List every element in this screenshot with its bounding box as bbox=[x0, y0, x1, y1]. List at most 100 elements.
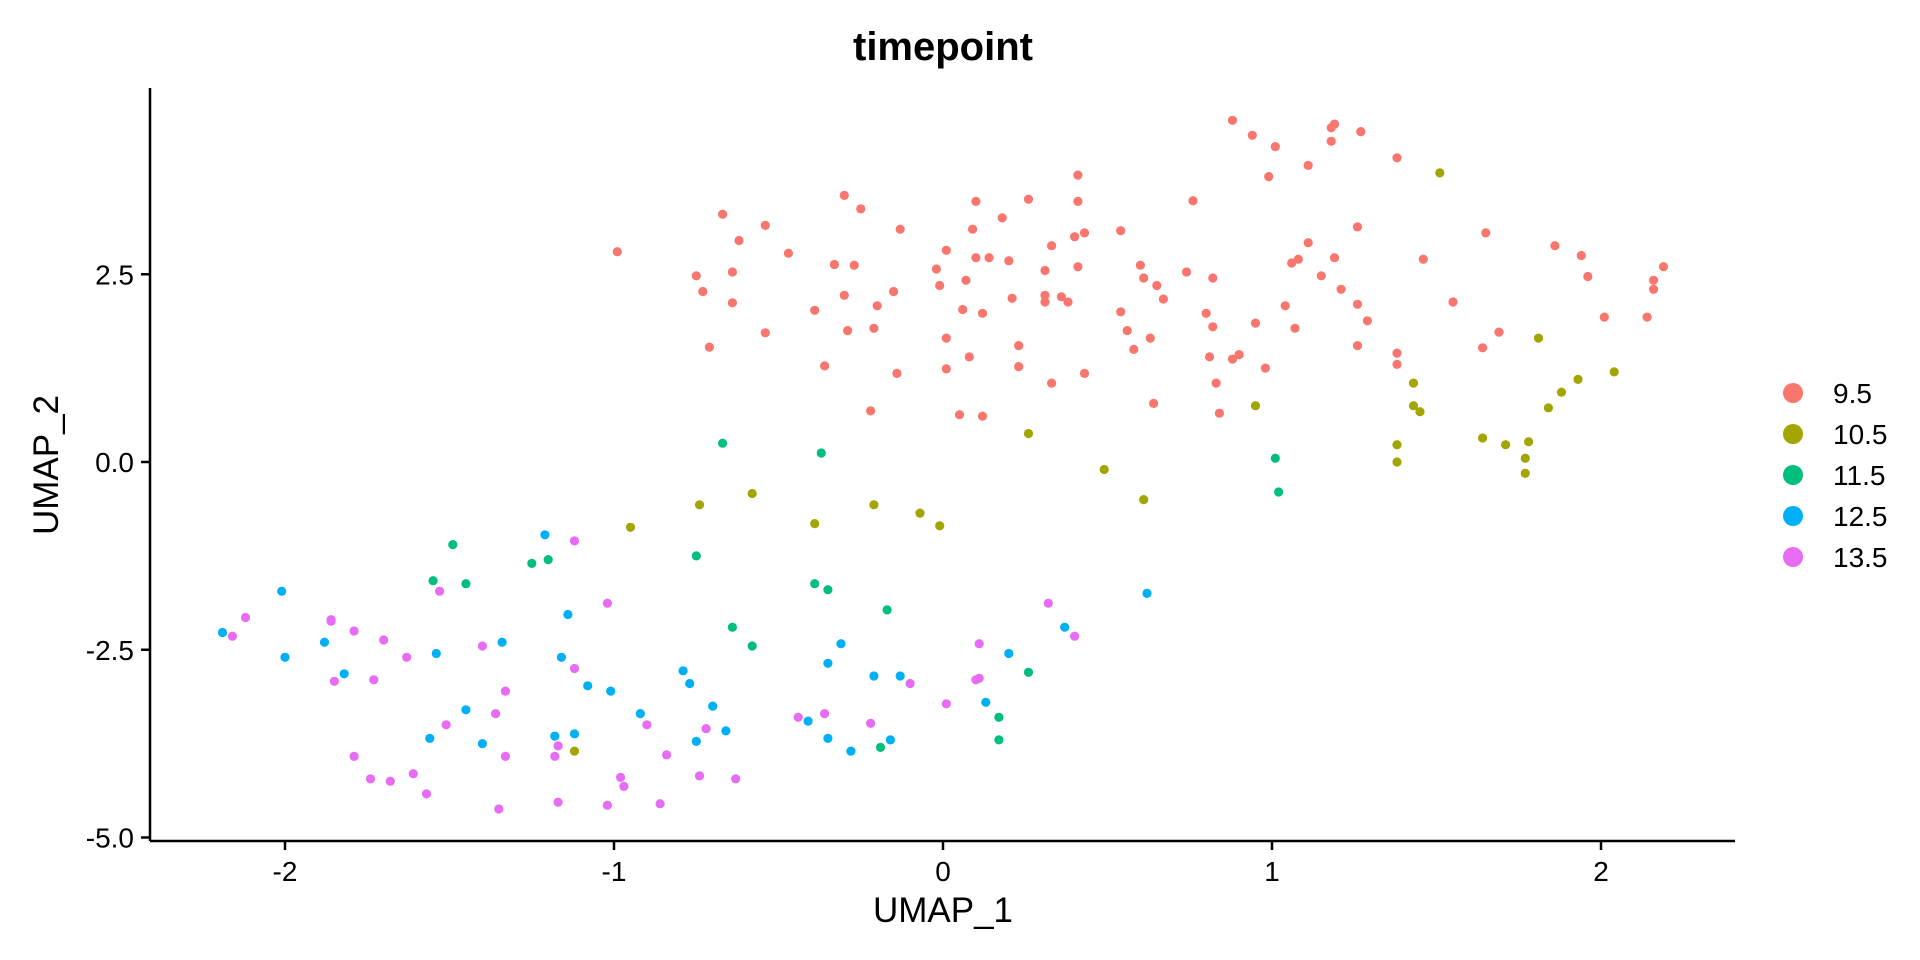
point-2-1 bbox=[448, 540, 458, 550]
point-1-19 bbox=[1501, 440, 1511, 450]
point-0-79 bbox=[1234, 350, 1244, 360]
point-4-21 bbox=[550, 751, 560, 762]
legend-key-0 bbox=[1783, 383, 1803, 403]
point-3-20 bbox=[691, 736, 701, 747]
point-4-1 bbox=[240, 612, 251, 623]
point-0-115 bbox=[1649, 275, 1659, 285]
point-1-21 bbox=[1520, 468, 1530, 478]
point-0-10 bbox=[783, 248, 794, 258]
point-4-15 bbox=[441, 720, 451, 730]
point-0-67 bbox=[1152, 280, 1162, 291]
point-0-26 bbox=[935, 280, 945, 291]
point-0-37 bbox=[977, 411, 988, 421]
point-1-5 bbox=[869, 500, 879, 510]
point-0-82 bbox=[1260, 363, 1270, 373]
point-0-44 bbox=[1014, 341, 1024, 351]
point-0-91 bbox=[1316, 271, 1326, 281]
point-0-22 bbox=[889, 286, 899, 297]
x-tick-label-0: -2 bbox=[273, 856, 298, 887]
y-tick-label-1: -2.5 bbox=[86, 635, 134, 666]
point-0-29 bbox=[941, 245, 951, 255]
point-0-14 bbox=[839, 190, 849, 200]
point-2-5 bbox=[691, 551, 701, 561]
point-0-103 bbox=[1392, 359, 1402, 369]
points-layer bbox=[217, 115, 1669, 814]
point-3-30 bbox=[895, 671, 905, 681]
point-0-78 bbox=[1227, 115, 1238, 125]
point-0-12 bbox=[820, 361, 830, 371]
point-1-10 bbox=[1139, 495, 1149, 505]
point-4-6 bbox=[349, 751, 359, 762]
point-4-36 bbox=[793, 712, 803, 722]
point-0-17 bbox=[849, 260, 859, 270]
point-1-22 bbox=[1524, 437, 1534, 447]
point-0-19 bbox=[866, 406, 876, 416]
point-4-24 bbox=[569, 663, 580, 674]
point-0-89 bbox=[1303, 238, 1313, 248]
point-0-68 bbox=[1158, 294, 1168, 304]
legend-key-3 bbox=[1783, 506, 1803, 526]
point-1-27 bbox=[1609, 367, 1619, 377]
point-0-54 bbox=[1073, 196, 1083, 206]
chart-title: timepoint bbox=[853, 25, 1033, 69]
point-3-1 bbox=[280, 652, 290, 662]
point-0-32 bbox=[961, 275, 971, 285]
point-3-22 bbox=[721, 726, 731, 736]
point-0-18 bbox=[856, 204, 866, 214]
point-0-88 bbox=[1293, 254, 1303, 264]
point-0-90 bbox=[1303, 160, 1313, 170]
point-0-39 bbox=[984, 253, 994, 263]
point-0-56 bbox=[1073, 170, 1083, 180]
point-0-111 bbox=[1576, 250, 1586, 261]
point-3-26 bbox=[836, 639, 846, 649]
point-0-98 bbox=[1352, 299, 1363, 309]
point-4-28 bbox=[616, 772, 626, 783]
point-2-15 bbox=[994, 735, 1004, 745]
point-0-23 bbox=[892, 368, 902, 378]
point-3-31 bbox=[981, 697, 991, 707]
point-0-66 bbox=[1149, 398, 1159, 408]
point-3-21 bbox=[708, 701, 718, 711]
x-tick-label-1: -1 bbox=[602, 856, 627, 887]
point-2-9 bbox=[810, 579, 820, 589]
point-1-16 bbox=[1415, 407, 1425, 417]
point-3-16 bbox=[606, 686, 616, 696]
legend-key-4 bbox=[1783, 547, 1803, 567]
point-2-6 bbox=[718, 438, 728, 448]
point-0-4 bbox=[718, 209, 728, 219]
point-0-31 bbox=[958, 304, 968, 315]
point-0-64 bbox=[1139, 273, 1149, 283]
point-4-23 bbox=[553, 797, 563, 807]
point-3-18 bbox=[678, 666, 688, 676]
point-0-15 bbox=[839, 290, 849, 300]
point-2-3 bbox=[527, 558, 537, 569]
y-tick-label-0: -5.0 bbox=[86, 823, 134, 854]
point-1-0 bbox=[569, 746, 580, 756]
point-4-34 bbox=[701, 724, 711, 734]
point-0-47 bbox=[1040, 297, 1050, 307]
point-0-113 bbox=[1599, 312, 1609, 322]
point-1-15 bbox=[1408, 401, 1419, 411]
point-3-4 bbox=[339, 669, 349, 679]
point-4-45 bbox=[1070, 631, 1080, 641]
point-1-24 bbox=[1543, 403, 1553, 413]
point-3-3 bbox=[319, 637, 330, 647]
point-0-57 bbox=[1079, 228, 1090, 238]
point-3-25 bbox=[823, 658, 833, 668]
legend-label-4: 13.5 bbox=[1833, 542, 1888, 573]
point-2-13 bbox=[882, 605, 892, 615]
point-4-0 bbox=[227, 631, 237, 641]
point-3-23 bbox=[803, 716, 813, 726]
point-4-13 bbox=[421, 789, 432, 799]
point-0-58 bbox=[1079, 368, 1090, 378]
point-0-84 bbox=[1270, 142, 1280, 152]
point-0-41 bbox=[1004, 256, 1014, 266]
x-tick-label-2: 0 bbox=[935, 856, 951, 887]
point-0-40 bbox=[997, 213, 1007, 223]
point-0-55 bbox=[1073, 262, 1083, 272]
point-3-11 bbox=[550, 731, 560, 741]
point-0-75 bbox=[1211, 378, 1221, 388]
point-0-94 bbox=[1329, 253, 1340, 263]
point-4-16 bbox=[477, 641, 487, 651]
